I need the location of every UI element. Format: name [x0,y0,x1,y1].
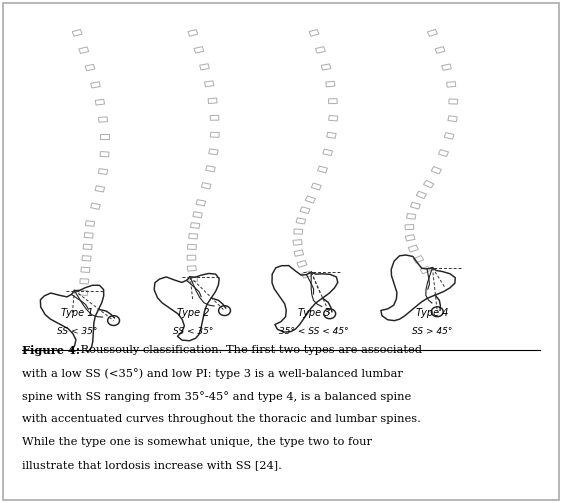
Text: SS > 45°: SS > 45° [413,327,452,336]
Bar [81,267,90,273]
Bar [82,256,91,261]
Bar [90,203,101,209]
Bar [329,99,337,104]
Bar [410,202,420,209]
Bar [189,233,198,239]
Bar [206,165,215,172]
Bar [98,117,107,122]
Bar [449,99,457,104]
Text: Type 2: Type 2 [176,308,209,318]
Bar [188,30,198,36]
Bar [300,207,310,214]
Bar [188,277,197,282]
Bar [442,64,451,70]
Bar [100,134,109,139]
Bar [445,133,454,139]
Bar [406,213,416,219]
Bar [448,116,457,122]
Bar [85,64,95,71]
Bar [294,229,303,234]
Bar [208,98,217,104]
Bar [98,169,107,175]
Text: SS < 35°: SS < 35° [173,327,213,336]
Bar [428,29,437,36]
Bar [424,181,434,188]
Text: with a low SS (<35°) and low PI: type 3 is a well-balanced lumbar: with a low SS (<35°) and low PI: type 3 … [22,368,404,379]
Bar [85,221,94,226]
Bar [329,116,338,121]
Bar [210,132,219,137]
Bar [297,261,307,267]
Text: While the type one is somewhat unique, the type two to four: While the type one is somewhat unique, t… [22,437,373,447]
Text: Figure 4:: Figure 4: [22,345,80,356]
Bar [80,279,89,284]
Bar [72,30,82,36]
Text: with accentuated curves throughout the thoracic and lumbar spines.: with accentuated curves throughout the t… [22,414,422,424]
Bar [431,166,441,174]
Bar [191,223,200,228]
Bar [90,82,100,88]
Bar [416,191,427,199]
Bar [311,183,321,190]
Bar [83,244,92,249]
Bar [420,266,430,274]
Text: Roussouly classification. The first two types are associated: Roussouly classification. The first two … [78,345,423,355]
Bar [326,81,335,87]
Bar [318,166,328,173]
Bar [84,233,93,238]
Bar [188,244,196,249]
Bar [447,81,456,87]
Text: Type 3: Type 3 [298,308,330,318]
Bar [193,212,202,218]
Bar [327,132,336,138]
Bar [438,149,448,156]
Bar [194,47,204,53]
Bar [293,239,302,245]
Bar [309,30,319,36]
Bar [95,186,105,192]
Bar [321,64,331,70]
Bar [302,271,311,278]
Bar [315,47,325,53]
Text: illustrate that lordosis increase with SS [24].: illustrate that lordosis increase with S… [22,460,282,470]
Bar [305,196,315,203]
Bar [209,149,218,154]
Text: Type 4: Type 4 [416,308,448,318]
Bar [201,183,211,189]
Text: SS < 35°: SS < 35° [57,327,97,336]
Bar [79,47,89,53]
Bar [210,115,219,120]
Bar [294,250,303,256]
Text: spine with SS ranging from 35°-45° and type 4, is a balanced spine: spine with SS ranging from 35°-45° and t… [22,391,412,402]
Bar [414,256,424,263]
Bar [435,47,445,53]
Bar [323,149,333,155]
Bar [408,245,418,252]
Bar [405,235,415,241]
Bar [187,255,196,260]
Bar [296,218,306,224]
Text: Type 1: Type 1 [61,308,93,318]
Bar [187,266,196,271]
Bar [405,224,414,230]
Bar [100,151,109,157]
Bar [200,64,209,70]
Bar [79,290,88,295]
Bar [95,99,105,105]
Bar [205,81,214,87]
Text: 35° < SS < 45°: 35° < SS < 45° [279,327,349,336]
Bar [196,200,206,206]
